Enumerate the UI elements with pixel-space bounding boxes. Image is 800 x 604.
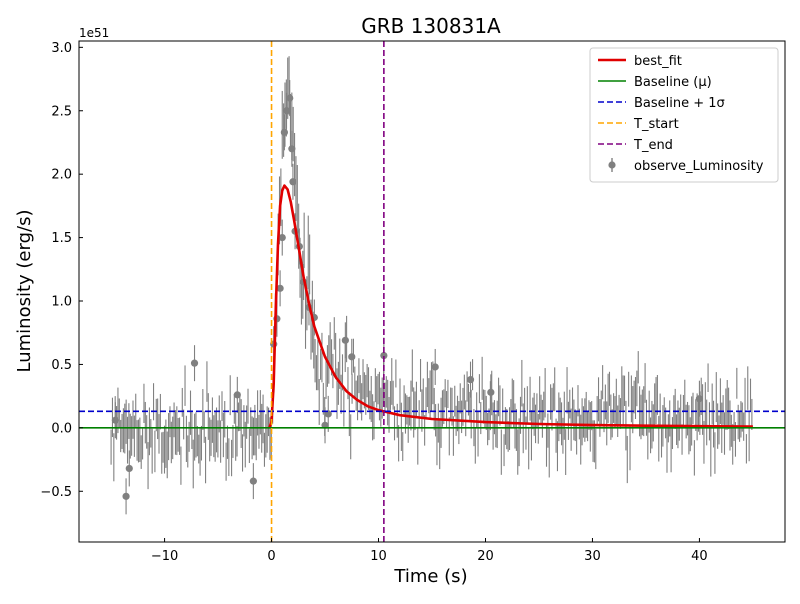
observation-point [466,376,475,384]
x-tick-label: 20 [477,549,494,564]
x-tick-label: 40 [691,549,708,564]
x-ticks: −10 0 10 20 30 40 [151,538,708,564]
observation-point [487,388,495,396]
observation-point [348,353,356,361]
observation-point [276,284,284,292]
observation-point [122,492,130,500]
observation-point [278,233,286,242]
legend-box [589,47,779,183]
legend-swatch-observations-marker [608,161,616,169]
best-fit-curve [268,184,753,429]
observation-point [190,359,199,367]
observation-point [125,464,133,473]
observation-point [288,145,296,153]
x-tick-label: 0 [267,549,275,564]
chart-title: GRB 130831A [361,14,501,38]
legend-label-t-start: T_start [633,117,679,132]
y-tick-label: 2.0 [51,168,72,183]
observation-point [286,94,294,102]
legend-label-best-fit: best_fit [634,54,682,69]
y-tick-label: 1.0 [51,295,72,310]
x-tick-label: 10 [370,549,387,564]
legend-label-baseline: Baseline (μ) [634,75,712,90]
legend-label-observations: observe_Luminosity [634,159,764,174]
fit-layer [268,184,753,429]
observation-point [695,395,704,403]
y-tick-label: 0.0 [51,421,72,436]
observations-layer [110,56,753,515]
observation-point [233,391,241,399]
plot-frame [78,40,786,543]
observation-point [280,128,288,136]
x-axis-label: Time (s) [393,566,467,587]
legend: best_fit Baseline (μ) Baseline + 1σ T_st… [589,47,779,183]
reference-lines-layer [79,41,785,542]
y-axis-label: Luminosity (erg/s) [14,210,35,373]
y-tick-label: 2.5 [51,104,72,119]
observation-point [249,477,257,485]
observation-point [380,351,388,360]
x-tick-label: 30 [584,549,601,564]
observation-point [289,178,297,186]
y-ticks: −0.5 0.0 0.5 1.0 1.5 2.0 2.5 3.0 [40,41,83,500]
observation-point [111,416,119,424]
x-tick-label: −10 [151,549,178,564]
observation-point [431,363,439,371]
y-tick-label: 3.0 [51,41,72,56]
legend-label-t-end: T_end [633,138,673,153]
y-tick-label: 1.5 [51,231,72,246]
observation-point [282,107,291,115]
legend-label-baseline-sigma: Baseline + 1σ [634,96,725,111]
observation-point [341,336,349,344]
y-tick-label: 0.5 [51,358,72,373]
y-scale-label: 1e51 [79,26,109,40]
y-tick-label: −0.5 [40,485,72,500]
